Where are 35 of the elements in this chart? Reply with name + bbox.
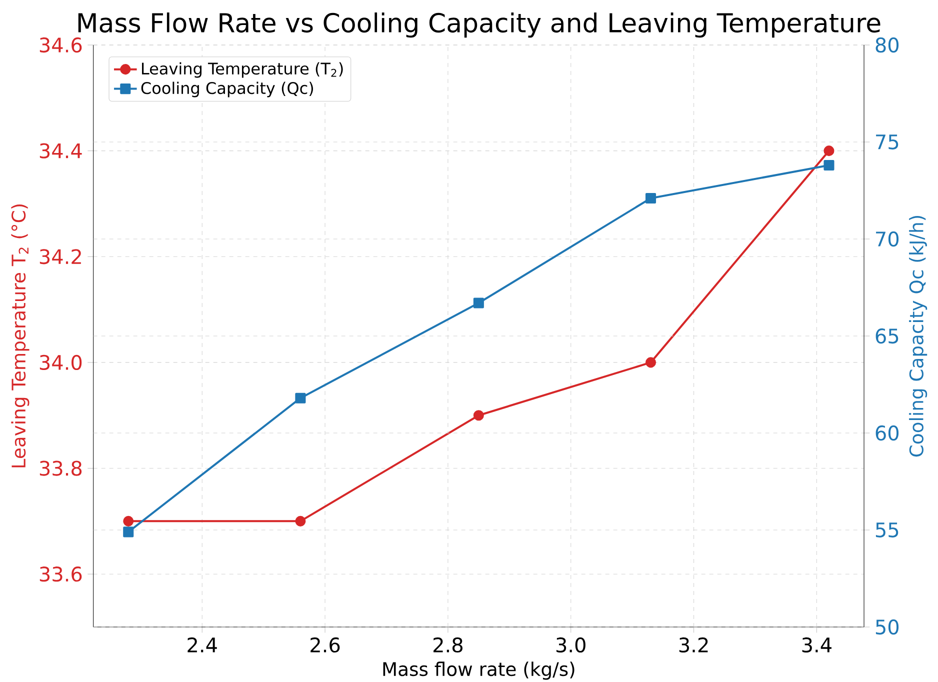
x-tick-label: 2.4 (188, 637, 217, 652)
point (295, 516, 306, 526)
y2-tick-label: 70 (876, 231, 899, 247)
y2-tick-label: 50 (876, 619, 899, 635)
y2-tick-label: 75 (876, 134, 898, 150)
x-axis-title: Mass flow rate (kg/s) (383, 662, 574, 680)
y-tick-label: 34.0 (40, 354, 82, 370)
y2-axis-title: Cooling Capacity Qc (kJ/h) (909, 216, 928, 457)
y-axis-title: Leaving Temperature T$_{2}$ (°C) (11, 204, 30, 468)
chart-title: Mass Flow Rate vs Cooling Capacity and Leaving Temperature (78, 12, 880, 38)
y-tick-label: 34.6 (40, 37, 82, 53)
point (645, 357, 656, 368)
y-tick-label: 34.2 (40, 249, 81, 264)
y2-tick-label: 65 (876, 328, 898, 344)
x-tick-label: 2.6 (310, 637, 340, 653)
y-tick-label: 33.6 (40, 566, 82, 582)
y-tick-label: 33.8 (40, 460, 82, 476)
x-tick-label: 3.0 (556, 637, 586, 653)
point (645, 192, 656, 204)
y-tick-label: 34.4 (40, 143, 82, 158)
y2-tick-label: 60 (876, 425, 899, 441)
point (123, 516, 134, 526)
point (473, 298, 484, 308)
y2-tick-label: 55 (876, 522, 898, 538)
legend-label: Leaving Temperature (T$_{2}$) (142, 62, 343, 78)
x-tick-label: 2.8 (434, 637, 462, 653)
point (473, 410, 484, 421)
y2-tick-label: 80 (876, 37, 899, 53)
point (123, 526, 134, 538)
x-tick-label: 3.4 (802, 637, 832, 653)
x-tick-label: 3.2 (679, 637, 708, 653)
point (295, 392, 306, 404)
point (824, 160, 834, 171)
point (824, 146, 834, 156)
legend-label: Cooling Capacity (Qc) (141, 82, 313, 98)
